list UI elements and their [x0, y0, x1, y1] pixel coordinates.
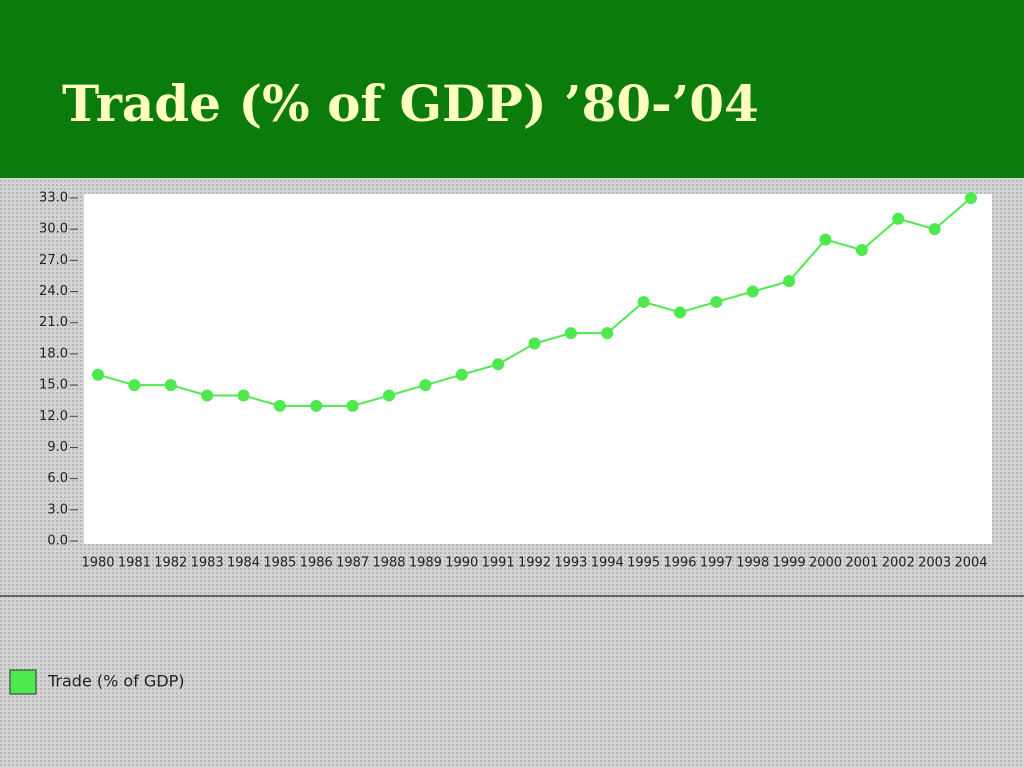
y-tick-label: 18.0	[39, 346, 68, 361]
x-tick-label: 1989	[409, 556, 442, 571]
data-point	[383, 389, 395, 402]
y-tick-label: 15.0	[39, 378, 68, 393]
x-tick-label: 1997	[700, 556, 733, 571]
data-point	[419, 379, 432, 392]
x-tick-label: 1995	[627, 556, 660, 571]
y-tick-label: 24.0	[39, 284, 68, 299]
x-tick-label: 1994	[591, 556, 624, 571]
data-point	[128, 379, 141, 392]
data-point	[237, 389, 250, 402]
data-point	[273, 399, 286, 412]
y-tick-label: 6.0	[47, 471, 68, 486]
y-tick-label: 9.0	[47, 440, 68, 455]
data-point	[492, 358, 505, 371]
data-point	[528, 337, 541, 350]
y-tick-label: 30.0	[39, 222, 68, 237]
data-point	[928, 223, 941, 236]
x-tick-label: 1987	[336, 556, 369, 571]
data-point	[965, 192, 977, 204]
x-tick-label: 2001	[845, 556, 878, 571]
header-band	[0, 0, 1024, 178]
data-point	[310, 399, 323, 412]
x-tick-label: 1988	[372, 556, 405, 571]
x-tick-label: 1996	[663, 556, 696, 571]
y-tick-label: 33.0	[39, 191, 68, 206]
x-tick-label: 1998	[736, 556, 769, 571]
x-tick-label: 1992	[518, 556, 551, 571]
x-tick-label: 1999	[773, 556, 806, 571]
data-point	[746, 285, 759, 298]
x-tick-label: 1984	[227, 556, 260, 571]
data-point	[783, 275, 796, 288]
x-tick-label: 1986	[300, 556, 333, 571]
plot-area	[84, 194, 992, 544]
data-point	[201, 389, 214, 402]
x-tick-label: 1990	[445, 556, 478, 571]
data-point	[855, 243, 868, 256]
x-tick-label: 2002	[882, 556, 915, 571]
x-tick-label: 1982	[154, 556, 187, 571]
y-tick-label: 12.0	[39, 409, 68, 424]
x-tick-label: 1981	[118, 556, 151, 571]
x-tick-label: 1980	[81, 556, 114, 571]
data-point	[819, 233, 832, 246]
x-tick-label: 2003	[918, 556, 951, 571]
x-tick-label: 2000	[809, 556, 842, 571]
chart-title: Trade (% of GDP) ’80-’04	[62, 74, 759, 133]
data-point	[637, 295, 650, 308]
data-point	[710, 295, 723, 308]
x-tick-label: 1985	[263, 556, 296, 571]
data-point	[346, 399, 359, 412]
data-point	[164, 379, 177, 392]
x-tick-label: 1983	[191, 556, 224, 571]
y-tick-label: 3.0	[47, 502, 68, 517]
x-tick-label: 1993	[554, 556, 587, 571]
data-point	[92, 368, 104, 381]
data-point	[455, 368, 468, 381]
y-tick-label: 21.0	[39, 315, 68, 330]
legend-label: Trade (% of GDP)	[47, 672, 185, 691]
x-tick-label: 1991	[482, 556, 515, 571]
y-tick-label: 27.0	[39, 253, 68, 268]
data-point	[674, 306, 686, 319]
y-tick-label: 0.0	[47, 534, 68, 549]
data-point	[892, 212, 905, 225]
data-point	[564, 327, 577, 340]
x-tick-label: 2004	[954, 556, 987, 571]
data-point	[601, 327, 614, 340]
legend-swatch	[9, 669, 37, 695]
